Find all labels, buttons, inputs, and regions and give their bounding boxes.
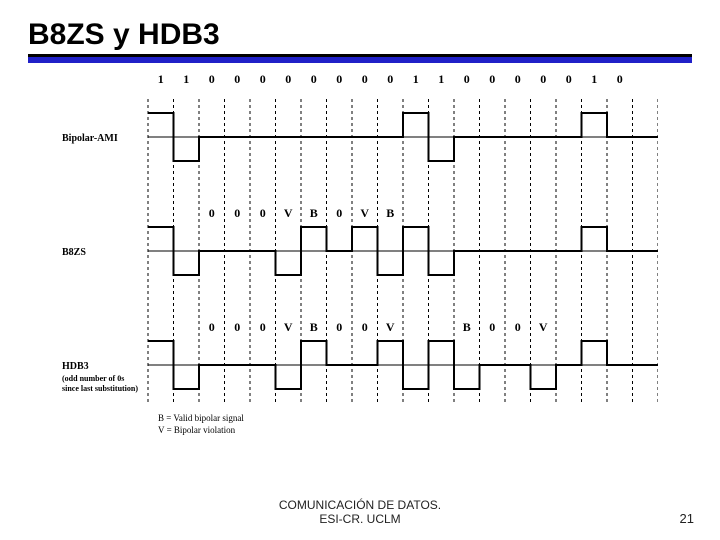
page-number: 21: [680, 511, 694, 526]
svg-text:B8ZS: B8ZS: [62, 247, 86, 258]
svg-text:V: V: [386, 320, 395, 334]
svg-text:0: 0: [387, 72, 393, 86]
svg-text:V = Bipolar violation: V = Bipolar violation: [158, 425, 236, 435]
encoding-diagram: 1 1 0 0 0 0 0 0 0 0 1 1 0 0 0 0 0 1 0 Bipolar-AMI B8ZS 0 0 0 V B 0…: [58, 69, 692, 464]
footer-line1: COMUNICACIÓN DE DATOS.: [279, 498, 441, 512]
svg-text:0: 0: [336, 72, 342, 86]
svg-text:0: 0: [617, 72, 623, 86]
svg-text:0: 0: [464, 72, 470, 86]
svg-text:0: 0: [515, 72, 521, 86]
footer-line2: ESI-CR. UCLM: [319, 512, 400, 526]
svg-text:B = Valid bipolar signal: B = Valid bipolar signal: [158, 413, 244, 423]
svg-text:0: 0: [540, 72, 546, 86]
svg-text:B: B: [386, 206, 394, 220]
title-rule-blue: [28, 57, 692, 63]
svg-text:0: 0: [489, 72, 495, 86]
svg-text:0: 0: [209, 320, 215, 334]
svg-text:(odd number of 0s: (odd number of 0s: [62, 374, 124, 383]
svg-text:1: 1: [591, 72, 597, 86]
svg-text:0: 0: [234, 320, 240, 334]
svg-text:0: 0: [566, 72, 572, 86]
svg-text:0: 0: [260, 206, 266, 220]
svg-text:0: 0: [234, 72, 240, 86]
svg-text:0: 0: [260, 320, 266, 334]
svg-text:0: 0: [336, 320, 342, 334]
svg-text:1: 1: [183, 72, 189, 86]
svg-text:0: 0: [336, 206, 342, 220]
svg-text:0: 0: [209, 206, 215, 220]
svg-text:V: V: [539, 320, 548, 334]
page-title: B8ZS y HDB3: [28, 18, 692, 52]
svg-text:B: B: [310, 320, 318, 334]
svg-text:HDB3: HDB3: [62, 361, 89, 372]
svg-text:0: 0: [362, 72, 368, 86]
svg-text:1: 1: [413, 72, 419, 86]
svg-text:since last substitution): since last substitution): [62, 384, 138, 393]
svg-text:B: B: [310, 206, 318, 220]
svg-text:0: 0: [209, 72, 215, 86]
svg-text:0: 0: [234, 206, 240, 220]
svg-text:1: 1: [438, 72, 444, 86]
svg-text:Bipolar-AMI: Bipolar-AMI: [62, 133, 118, 144]
diagram-svg: 1 1 0 0 0 0 0 0 0 0 1 1 0 0 0 0 0 1 0 Bipolar-AMI B8ZS 0 0 0 V B 0…: [58, 69, 658, 459]
svg-text:0: 0: [515, 320, 521, 334]
svg-text:V: V: [284, 320, 293, 334]
footer: COMUNICACIÓN DE DATOS. ESI-CR. UCLM: [0, 498, 720, 526]
svg-text:0: 0: [260, 72, 266, 86]
svg-text:0: 0: [311, 72, 317, 86]
svg-text:B: B: [463, 320, 471, 334]
svg-text:0: 0: [489, 320, 495, 334]
svg-text:V: V: [284, 206, 293, 220]
svg-text:V: V: [360, 206, 369, 220]
svg-text:1: 1: [158, 72, 164, 86]
svg-text:0: 0: [362, 320, 368, 334]
svg-text:0: 0: [285, 72, 291, 86]
